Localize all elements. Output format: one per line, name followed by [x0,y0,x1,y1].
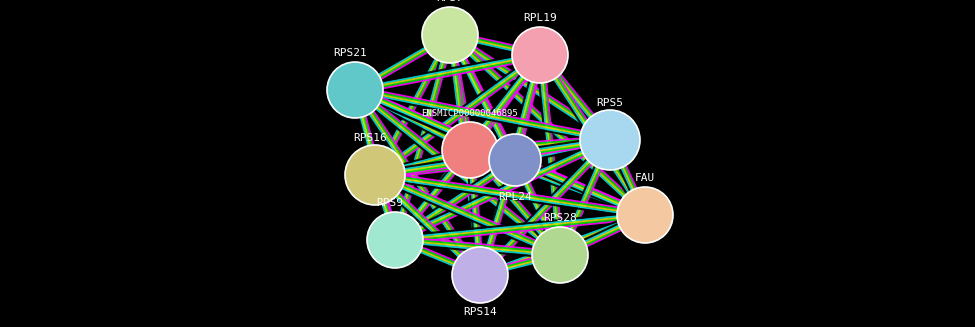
Text: RPS9: RPS9 [376,198,404,208]
Text: RPS16: RPS16 [353,133,387,143]
Circle shape [327,62,383,118]
Circle shape [512,27,568,83]
Circle shape [367,212,423,268]
Circle shape [489,134,541,186]
Text: FAU: FAU [635,173,655,183]
Circle shape [617,187,673,243]
Text: RPS14: RPS14 [463,307,497,317]
Text: RPS7: RPS7 [437,0,463,3]
Text: RPS28: RPS28 [543,213,577,223]
Circle shape [345,145,405,205]
Circle shape [442,122,498,178]
Text: RPS5: RPS5 [597,98,623,108]
Text: RPL24: RPL24 [498,192,532,202]
Circle shape [422,7,478,63]
Circle shape [580,110,640,170]
Text: RPS21: RPS21 [333,48,367,58]
Text: RPL19: RPL19 [524,13,557,23]
Text: ENSMICP00000046895: ENSMICP00000046895 [421,109,519,118]
Circle shape [452,247,508,303]
Circle shape [532,227,588,283]
